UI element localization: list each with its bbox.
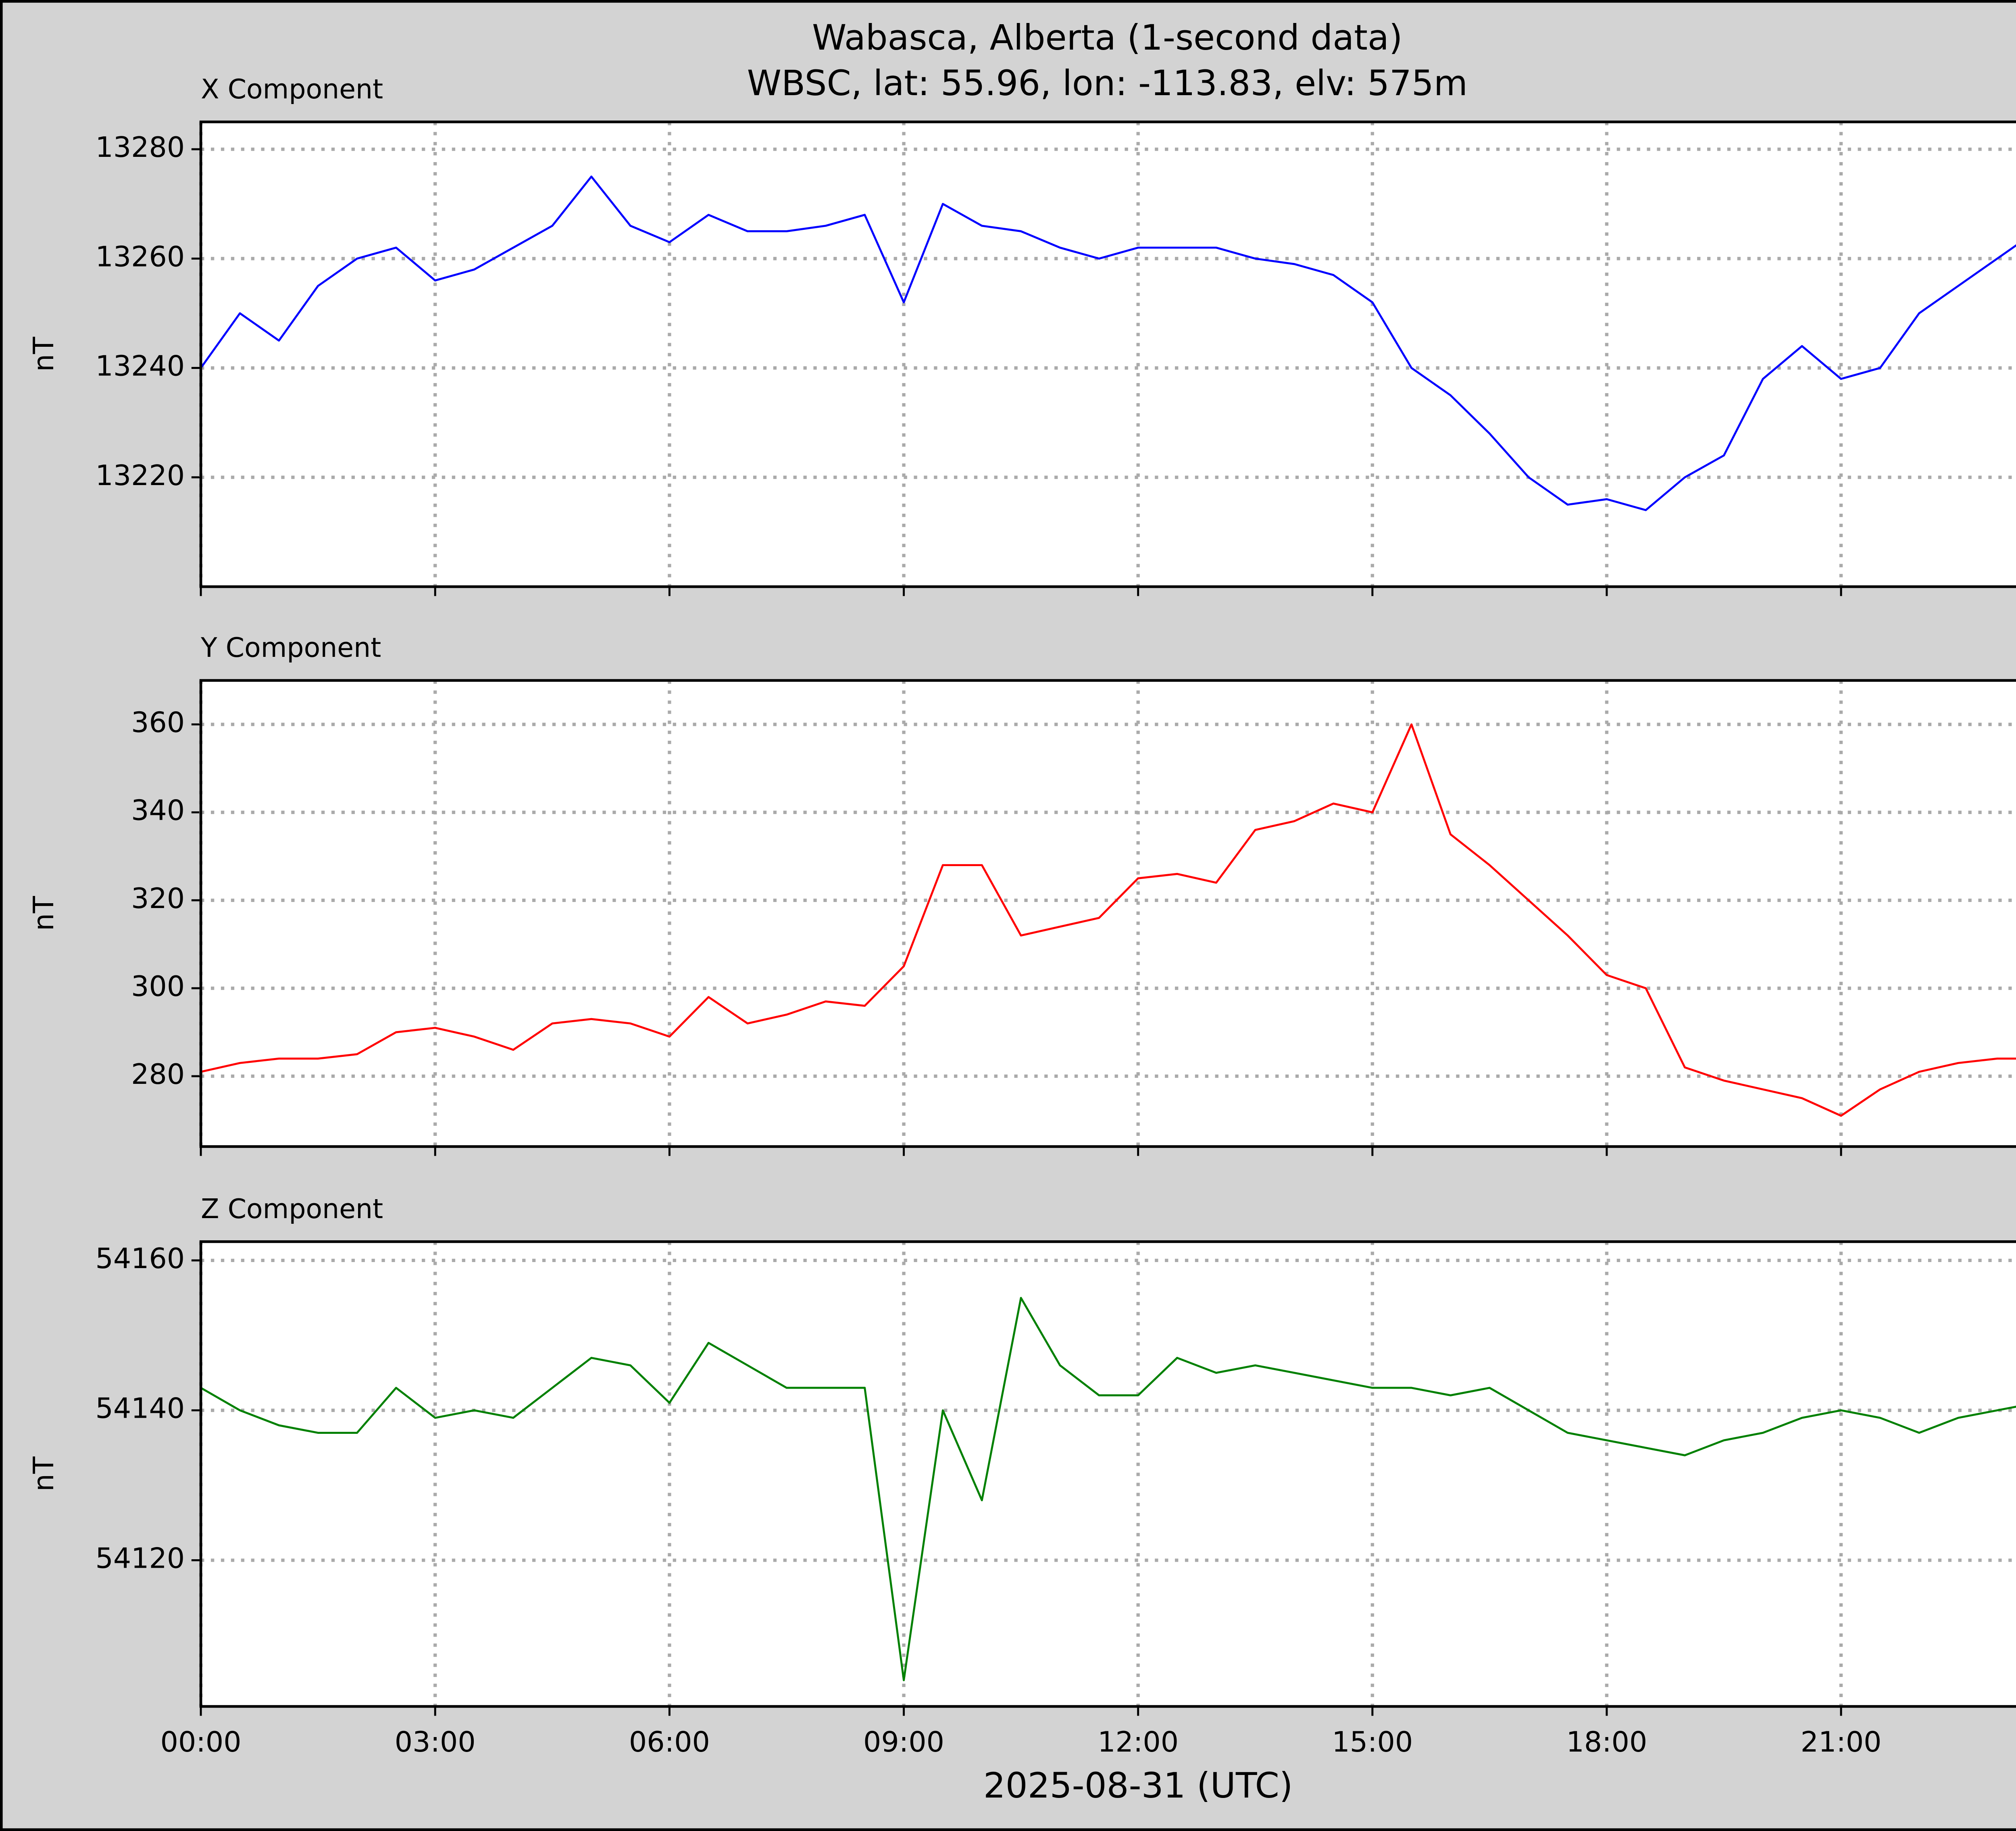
- x-tick-label: 12:00: [1098, 1726, 1179, 1758]
- y-tick-label: 54140: [95, 1392, 185, 1425]
- x-tick-label: 06:00: [629, 1726, 710, 1758]
- y-tick-label: 13280: [95, 131, 185, 164]
- panel-title: Y Component: [200, 632, 381, 663]
- plot-area: [201, 1241, 2016, 1707]
- x-tick-label: 18:00: [1566, 1726, 1647, 1758]
- y-axis-label: nT: [27, 337, 60, 372]
- plot-frame: [199, 120, 2016, 588]
- data-line: [200, 1297, 2016, 1681]
- y-tick-label: 300: [131, 970, 185, 1003]
- y-axis-label: nT: [27, 1456, 60, 1491]
- y-tick-label: 360: [131, 706, 185, 739]
- figure-subtitle: WBSC, lat: 55.96, lon: -113.83, elv: 575…: [747, 63, 1468, 104]
- x-axis-label: 2025-08-31 (UTC): [983, 1766, 1293, 1806]
- panel-title: Z Component: [201, 1193, 383, 1225]
- y-tick-label: 13220: [95, 459, 185, 492]
- plot-frame: [199, 1240, 2016, 1708]
- x-tick-label: 09:00: [863, 1726, 944, 1758]
- y-tick-label: 320: [131, 882, 185, 915]
- plot-area: [201, 680, 2016, 1147]
- y-tick-label: 54120: [95, 1542, 185, 1575]
- data-line: [200, 723, 2016, 1117]
- figure-title: Wabasca, Alberta (1-second data): [812, 18, 1403, 58]
- y-tick-label: 13260: [95, 240, 185, 273]
- x-tick-label: 15:00: [1332, 1726, 1413, 1758]
- x-tick-label: 03:00: [395, 1726, 476, 1758]
- y-tick-label: 340: [131, 794, 185, 827]
- plot-frame: [199, 679, 2016, 1148]
- data-line: [200, 175, 2016, 511]
- y-tick-label: 280: [131, 1058, 185, 1091]
- x-tick-label: 21:00: [1801, 1726, 1882, 1758]
- y-axis-label: nT: [27, 896, 60, 931]
- y-tick-label: 54160: [95, 1242, 185, 1275]
- plot-area: [201, 122, 2016, 587]
- y-tick-label: 13240: [95, 350, 185, 383]
- panel-title: X Component: [201, 73, 383, 105]
- x-tick-label: 00:00: [160, 1726, 242, 1758]
